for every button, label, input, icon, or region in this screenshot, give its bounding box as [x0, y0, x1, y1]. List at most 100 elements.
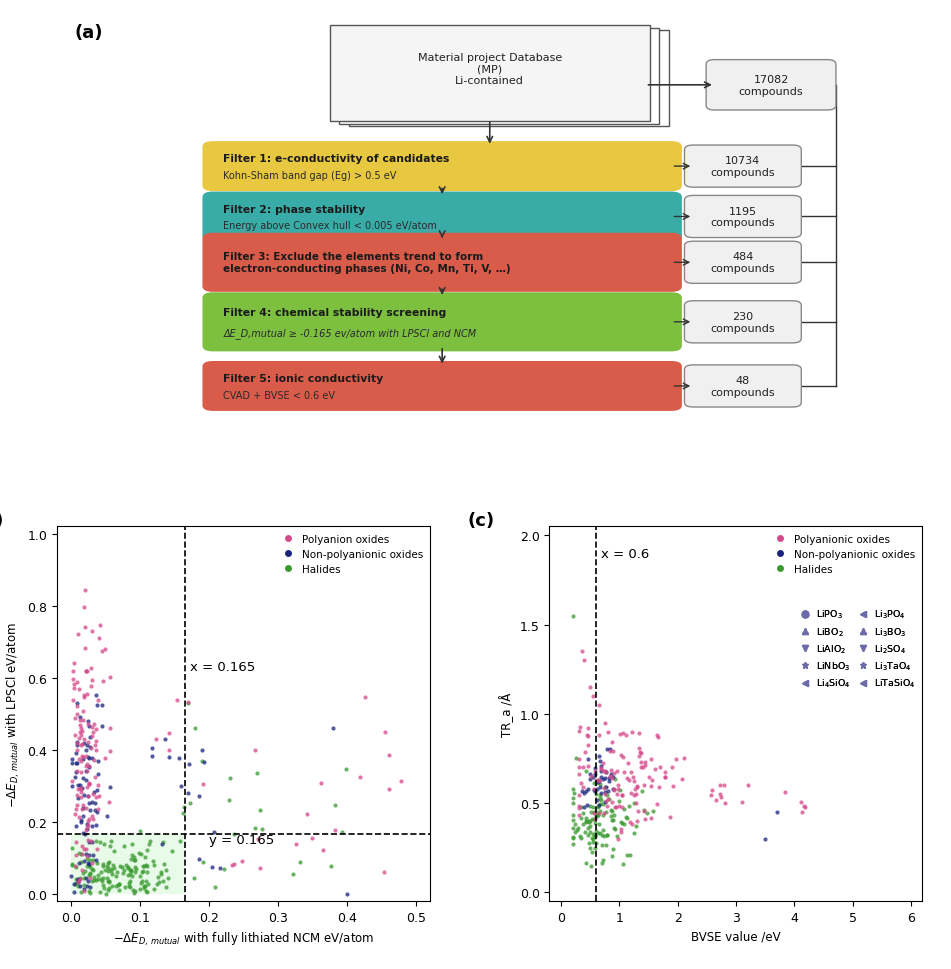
Halides [138, 858, 153, 873]
Halides [92, 834, 107, 850]
Non-polyanionic oxides [65, 778, 80, 794]
Halides [132, 881, 147, 896]
Halides [156, 857, 171, 872]
Polyanion oxides [69, 699, 85, 714]
Polyanion oxides [92, 617, 107, 633]
Halides [565, 807, 580, 823]
Non-polyanionic oxides [89, 698, 105, 713]
Halides [583, 858, 598, 873]
Polyanionic oxides [596, 805, 611, 821]
Polyanion oxides [102, 744, 117, 760]
Non-polyanionic oxides [81, 751, 96, 766]
Halides [608, 822, 623, 837]
Non-polyanionic oxides [586, 782, 601, 797]
Polyanionic oxides [571, 807, 586, 823]
Polyanionic oxides [794, 795, 809, 810]
Polyanion oxides [226, 857, 242, 872]
Halides [81, 883, 96, 898]
Text: Filter 1: e-conductivity of candidates: Filter 1: e-conductivity of candidates [223, 154, 450, 164]
Polyanion oxides [89, 841, 105, 857]
Halides [592, 788, 608, 803]
Non-polyanionic oxides [82, 857, 97, 872]
Halides [100, 863, 115, 879]
Halides [578, 811, 593, 827]
FancyBboxPatch shape [203, 361, 682, 412]
Halides [126, 885, 142, 900]
Polyanionic oxides [616, 764, 631, 779]
Halides [584, 844, 599, 860]
Halides [207, 880, 223, 895]
Non-polyanionic oxides [600, 742, 615, 758]
Halides [292, 854, 307, 869]
Halides [97, 836, 112, 852]
Halides [65, 840, 80, 856]
Halides [573, 799, 589, 815]
Polyanion oxides [72, 718, 87, 734]
Halides [83, 860, 98, 875]
Polyanion oxides [72, 781, 87, 797]
Polyanion oxides [162, 726, 177, 741]
Non-polyanionic oxides [82, 760, 97, 775]
Polyanionic oxides [611, 781, 626, 797]
Polyanion oxides [103, 670, 118, 685]
Halides [146, 882, 162, 897]
Halides [95, 873, 110, 889]
FancyBboxPatch shape [685, 196, 802, 238]
Non-polyanionic oxides [76, 735, 91, 751]
Polyanion oxides [68, 806, 83, 822]
Polyanion oxides [70, 627, 86, 642]
Polyanionic oxides [571, 759, 586, 774]
Halides [121, 860, 136, 876]
Halides [99, 870, 114, 886]
Halides [589, 835, 604, 851]
Halides [253, 802, 268, 818]
Non-polyanionic oxides [87, 802, 103, 818]
Text: Material project Database
(MP)
Li-contained: Material project Database (MP) Li-contai… [417, 53, 562, 86]
Text: 484
compounds: 484 compounds [710, 252, 775, 274]
Polyanion oxides [77, 641, 92, 656]
Halides [605, 848, 620, 863]
Halides [67, 876, 82, 891]
Polyanionic oxides [596, 764, 611, 779]
Polyanionic oxides [586, 781, 601, 797]
Halides [121, 867, 136, 883]
Halides [323, 858, 339, 873]
Polyanion oxides [76, 732, 91, 747]
Halides [582, 825, 597, 840]
Halides [140, 859, 155, 874]
Non-polyanionic oxides [602, 742, 617, 758]
Polyanionic oxides [712, 786, 728, 801]
Non-polyanionic oxides [601, 770, 616, 786]
Halides [589, 786, 604, 801]
Text: Energy above Convex hull < 0.005 eV/atom: Energy above Convex hull < 0.005 eV/atom [223, 221, 437, 231]
Non-polyanionic oxides [191, 852, 206, 867]
Halides [575, 816, 591, 831]
Halides [108, 869, 124, 885]
Halides [87, 872, 102, 888]
Polyanion oxides [68, 847, 84, 862]
Non-polyanionic oxides [172, 750, 187, 766]
Halides [592, 803, 607, 819]
Non-polyanionic oxides [602, 773, 617, 789]
Polyanionic oxides [583, 679, 598, 695]
Polyanionic oxides [663, 810, 678, 826]
Non-polyanionic oxides [74, 781, 89, 797]
Polyanionic oxides [577, 653, 592, 669]
Polyanion oxides [68, 801, 84, 817]
Halides [565, 796, 580, 811]
Halides [139, 865, 154, 881]
Polyanion oxides [85, 808, 100, 824]
Polyanion oxides [73, 721, 88, 736]
Polyanionic oxides [611, 798, 627, 814]
Polyanion oxides [74, 801, 89, 817]
Polyanion oxides [64, 773, 79, 789]
Non-polyanionic oxides [591, 773, 606, 789]
Non-polyanionic oxides [606, 769, 621, 785]
Halides [612, 783, 628, 798]
Halides [161, 870, 176, 886]
Polyanionic oxides [644, 772, 659, 788]
Non-polyanionic oxides [89, 783, 105, 798]
Halides [565, 812, 580, 828]
Non-polyanionic oxides [72, 855, 87, 870]
Non-polyanionic oxides [191, 789, 206, 804]
